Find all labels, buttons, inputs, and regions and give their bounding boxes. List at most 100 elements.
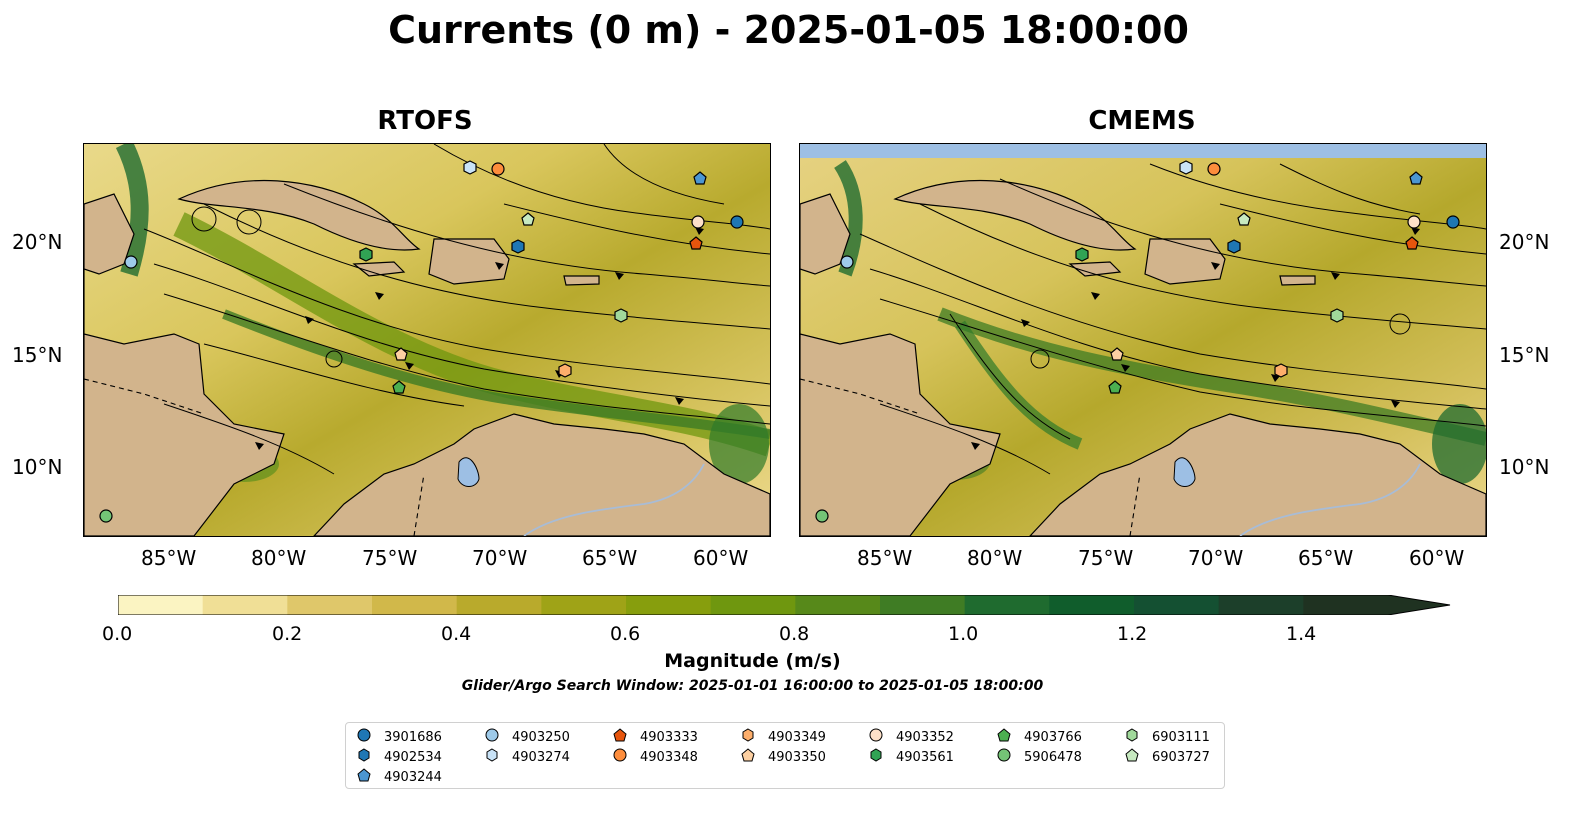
legend-label: 4903250 [512, 729, 570, 745]
legend-marker-icon [612, 747, 640, 767]
legend-item: 4903349 [740, 727, 826, 747]
legend-marker-icon [356, 767, 384, 787]
legend-marker-icon [740, 727, 768, 747]
colorbar-segment [456, 595, 542, 615]
streamlines [143, 144, 770, 475]
land-cuba [893, 179, 1137, 251]
map-panel-cmems[interactable] [799, 143, 1487, 537]
lake-maracaibo [457, 457, 480, 487]
colorbar-segment [372, 595, 458, 615]
current-jet-band [222, 309, 770, 439]
colorbar-tick-label: 1.2 [1117, 623, 1148, 645]
colorbar-outline [118, 595, 1451, 615]
colorbar-segment [1218, 595, 1304, 615]
float-4903250 [840, 255, 854, 269]
colorbar-segment [1303, 595, 1389, 615]
legend-item: 4903350 [740, 747, 826, 767]
colorbar [118, 595, 1451, 615]
float-4903244 [693, 171, 707, 185]
colorbar-label: Magnitude (m/s) [664, 650, 841, 672]
float-4903333 [689, 236, 703, 250]
legend-label: 4903352 [896, 729, 954, 745]
colorbar-segment [287, 595, 373, 615]
float-4903561 [1075, 247, 1089, 262]
legend-label: 6903111 [1152, 729, 1210, 745]
x-tick-label: 80°W [967, 546, 1023, 570]
legend-marker-icon [356, 747, 384, 767]
river [523, 463, 705, 536]
float-legend: 3901686 4902534 4903244 4903250 4903274 … [345, 722, 1225, 789]
legend-item: 4903352 [868, 727, 954, 747]
x-tick-label: 60°W [1409, 546, 1465, 570]
current-jet-band [937, 307, 1486, 446]
x-tick-label: 80°W [251, 546, 307, 570]
figure-title: Currents (0 m) - 2025-01-05 18:00:00 [388, 8, 1189, 52]
colorbar-segment [541, 595, 627, 615]
float-4902534 [511, 239, 525, 254]
float-4903348 [1207, 162, 1221, 176]
legend-item: 4903333 [612, 727, 698, 747]
legend-item: 4903274 [484, 747, 570, 767]
legend-marker-icon [868, 747, 896, 767]
float-4902534 [1227, 239, 1241, 254]
legend-item: 6903111 [1124, 727, 1210, 747]
map-panel-rtofs[interactable] [83, 143, 771, 537]
legend-marker-icon [740, 747, 768, 767]
legend-item: 3901686 [356, 727, 442, 747]
land-jamaica [352, 261, 406, 277]
colorbar-segment [964, 595, 1050, 615]
land-south-america [1029, 413, 1486, 536]
colorbar-segment [626, 595, 712, 615]
float-6903727 [521, 212, 535, 226]
legend-marker-icon [356, 727, 384, 747]
colorbar-tick-label: 0.8 [779, 623, 810, 645]
stream-arrows [971, 227, 1420, 450]
legend-marker-icon [612, 727, 640, 747]
border [800, 378, 921, 415]
legend-marker-icon [1124, 727, 1152, 747]
colorbar-tick-label: 1.4 [1286, 623, 1317, 645]
y-tick-label: 20°N [1499, 230, 1550, 254]
legend-label: 4903766 [1024, 729, 1082, 745]
legend-label: 3901686 [384, 729, 442, 745]
colorbar-tick-label: 0.0 [102, 623, 133, 645]
y-tick-label: 15°N [12, 343, 63, 367]
float-markers [99, 160, 744, 523]
legend-item: 6903727 [1124, 747, 1210, 767]
panel-title-rtofs: RTOFS [377, 106, 473, 136]
land-central-america [800, 254, 1001, 536]
land-puerto-rico [1279, 275, 1316, 286]
float-4903349 [1274, 363, 1288, 378]
colorbar-segment [118, 595, 204, 615]
legend-item: 4903348 [612, 747, 698, 767]
border [413, 473, 425, 536]
x-tick-label: 85°W [141, 546, 197, 570]
legend-label: 4903274 [512, 749, 570, 765]
x-tick-label: 60°W [693, 546, 749, 570]
land-hispaniola [1144, 238, 1226, 285]
land-puerto-rico [563, 275, 600, 286]
colorbar-extend-arrow [1388, 595, 1450, 615]
land-yucatan [84, 193, 135, 275]
legend-item: 4903766 [996, 727, 1082, 747]
legend-marker-icon [484, 747, 512, 767]
float-4903350 [1110, 347, 1124, 361]
float-5906478 [815, 509, 829, 523]
panel-title-cmems: CMEMS [1088, 106, 1196, 136]
no-data-band [800, 144, 1486, 158]
colorbar-segment [202, 595, 288, 615]
land-yucatan [800, 193, 851, 275]
streamlines [859, 163, 1486, 475]
legend-label: 4903349 [768, 729, 826, 745]
y-tick-label: 10°N [1499, 455, 1550, 479]
float-6903111 [614, 308, 628, 323]
float-4903274 [463, 160, 477, 175]
legend-label: 4903348 [640, 749, 698, 765]
float-6903727 [1237, 212, 1251, 226]
legend-label: 4903561 [896, 749, 954, 765]
legend-item: 4903244 [356, 767, 442, 787]
legend-marker-icon [484, 727, 512, 747]
land-cuba [177, 179, 421, 251]
land-jamaica [1068, 261, 1122, 277]
legend-label: 4903333 [640, 729, 698, 745]
